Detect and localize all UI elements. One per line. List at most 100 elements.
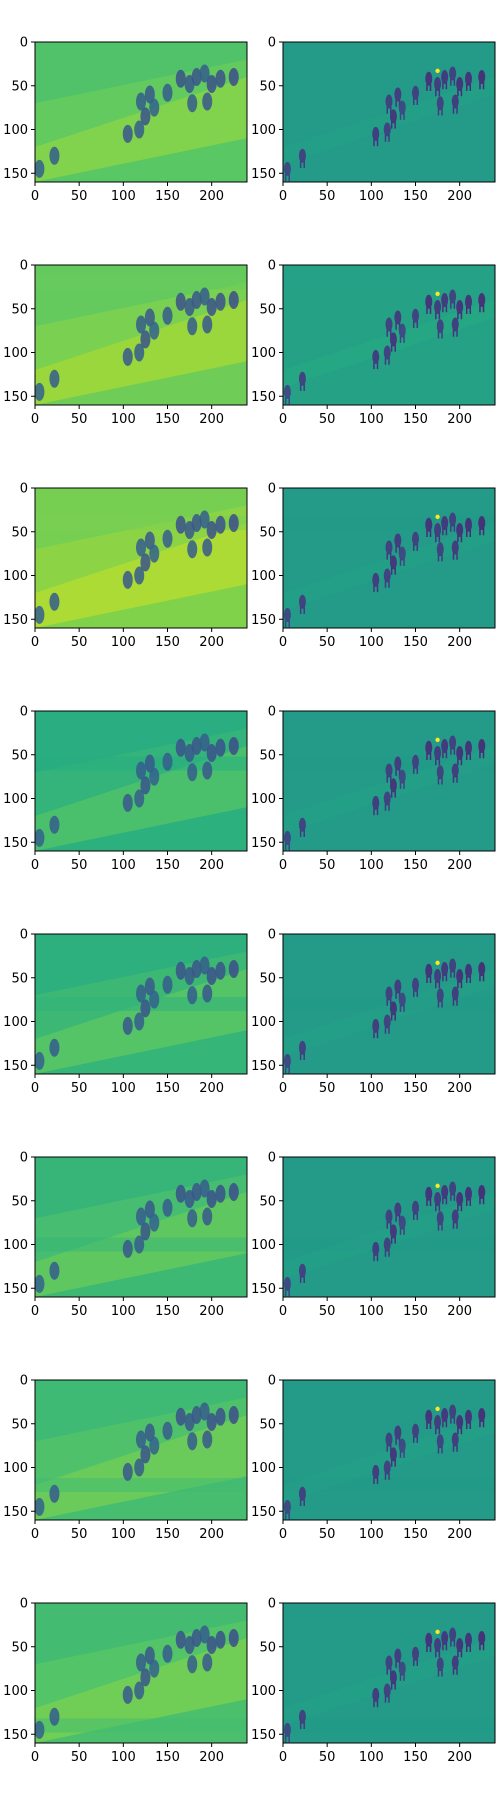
row-4-right-xtick-label: 100 xyxy=(359,858,384,873)
row-7-right-blob xyxy=(425,1410,432,1424)
row-3-right-axes: 0 50 100 150 200050100150 xyxy=(251,482,495,651)
row-2-right-xtick-label: 150 xyxy=(403,412,428,427)
row-4-right-blob xyxy=(384,792,391,806)
row-7-right-blob xyxy=(384,1461,391,1475)
row-2-left-blob xyxy=(34,383,44,401)
row-6-left-blob xyxy=(216,1185,226,1203)
row-3-left-blob xyxy=(34,606,44,624)
row-2-right-blob xyxy=(284,385,291,399)
row-4-left-ytick-label: 100 xyxy=(3,792,28,807)
row-3-left-blob xyxy=(163,530,173,548)
row-6-right-blob xyxy=(425,1187,432,1201)
row-6-right-blob xyxy=(299,1264,306,1278)
row-8-left-blob xyxy=(216,1631,226,1649)
row-7-left-xtick-label: 100 xyxy=(111,1527,136,1542)
row-1-right-blob xyxy=(478,70,485,84)
row-5-right-image xyxy=(283,934,495,1074)
row-8-left-image xyxy=(34,1603,247,1743)
row-3-right-blob xyxy=(425,518,432,532)
row-7-right-blob xyxy=(465,1410,472,1424)
row-5-right-axes: 0 50 100 150 200050100150 xyxy=(251,928,495,1097)
row-4-right-blob xyxy=(465,741,472,755)
row-6-right-blob xyxy=(384,1238,391,1252)
row-6-right-xtick-label: 200 xyxy=(447,1304,472,1319)
row-1-right-ytick-label: 100 xyxy=(251,123,276,138)
row-5-right-xtick-label: 0 xyxy=(279,1081,287,1096)
row-7-left-ytick-label: 0 xyxy=(20,1374,28,1389)
row-3-right-blob xyxy=(412,532,419,546)
row-8-right-xtick-label: 150 xyxy=(403,1750,428,1765)
row-3-left-blob xyxy=(123,571,133,589)
row-3-right-ytick-label: 50 xyxy=(259,525,276,540)
row-7-left-blob xyxy=(176,1408,186,1426)
row-6-left-xtick-label: 50 xyxy=(71,1304,88,1319)
row-7-left-blob xyxy=(34,1498,44,1516)
row-6-right-highlight xyxy=(435,1184,439,1188)
row-6-right-xtick-label: 150 xyxy=(403,1304,428,1319)
row-8-right-ytick-label: 100 xyxy=(251,1684,276,1699)
row-8-right-blob xyxy=(478,1631,485,1645)
row-1-right-image xyxy=(283,42,495,182)
row-5-left-blob xyxy=(149,991,159,1009)
row-3-left-xtick-label: 50 xyxy=(71,635,88,650)
row-3-right-blob xyxy=(394,534,401,548)
row-8-left-blob xyxy=(34,1721,44,1739)
row-8-right-highlight xyxy=(435,1630,439,1634)
row-4-left-xtick-label: 150 xyxy=(155,858,180,873)
row-6-right-ytick-label: 0 xyxy=(268,1151,276,1166)
row-3-left-blob xyxy=(202,539,212,557)
row-1-left-blob xyxy=(176,70,186,88)
row-4-right-image xyxy=(283,711,495,851)
row-7-right-blob xyxy=(299,1487,306,1501)
row-5-left-axes: 0 50 100 150 200050100150 xyxy=(3,928,247,1097)
row-4-right-xtick-label: 0 xyxy=(279,858,287,873)
row-3-left-xtick-label: 100 xyxy=(111,635,136,650)
row-1-right-ytick-label: 150 xyxy=(251,167,276,182)
row-7-left-blob xyxy=(207,1413,217,1431)
row-7-left-xtick-label: 0 xyxy=(31,1527,39,1542)
row-1-left-xtick-label: 150 xyxy=(155,189,180,204)
row-5-right-blob xyxy=(465,964,472,978)
row-8-right-ytick-label: 0 xyxy=(268,1597,276,1612)
row-3-right-blob xyxy=(452,541,459,555)
row-7-left-blob xyxy=(187,1432,197,1450)
row-8-left-blob xyxy=(136,1654,146,1672)
row-3-right-xtick-label: 150 xyxy=(403,635,428,650)
row-6-right-blob xyxy=(284,1277,291,1291)
row-6-left-blob xyxy=(149,1214,159,1232)
row-7-right-ytick-label: 100 xyxy=(251,1461,276,1476)
row-5-left-ytick-label: 50 xyxy=(11,971,28,986)
row-6-right-blob xyxy=(456,1192,463,1206)
row-6-right-xtick-label: 50 xyxy=(319,1304,336,1319)
row-1-right-blob xyxy=(399,101,406,115)
row-3-right-blob xyxy=(449,513,456,527)
row-8-left-blob xyxy=(202,1654,212,1672)
row-5-right-xtick-label: 150 xyxy=(403,1081,428,1096)
row-1-left-xtick-label: 50 xyxy=(71,189,88,204)
row-7-right-blob xyxy=(434,1415,441,1429)
row-3-right-blob xyxy=(372,573,379,587)
row-8-left-blob xyxy=(149,1660,159,1678)
row-8-right-blob xyxy=(456,1638,463,1652)
row-5-left-blob xyxy=(49,1039,59,1057)
row-6-left-blob xyxy=(123,1240,133,1258)
row-7-right-xtick-label: 200 xyxy=(447,1527,472,1542)
row-1-right-blob xyxy=(284,162,291,176)
row-8-left-blob xyxy=(187,1655,197,1673)
row-4-right-blob xyxy=(399,770,406,784)
row-7-left-ytick-label: 150 xyxy=(3,1505,28,1520)
row-1-right-blob xyxy=(449,67,456,81)
row-2-right-blob xyxy=(456,300,463,314)
row-6-right-ytick-label: 150 xyxy=(251,1282,276,1297)
row-4-left-xtick-label: 50 xyxy=(71,858,88,873)
row-3-right-blob xyxy=(437,542,444,556)
row-1-right-blob xyxy=(437,96,444,110)
row-6-left-blob xyxy=(34,1275,44,1293)
row-6-right-blob xyxy=(449,1182,456,1196)
row-8-right-xtick-label: 100 xyxy=(359,1750,384,1765)
row-5-right-blob xyxy=(372,1019,379,1033)
row-3-left-ytick-label: 150 xyxy=(3,613,28,628)
row-7-right-ytick-label: 0 xyxy=(268,1374,276,1389)
row-6-left-blob xyxy=(229,1183,239,1201)
